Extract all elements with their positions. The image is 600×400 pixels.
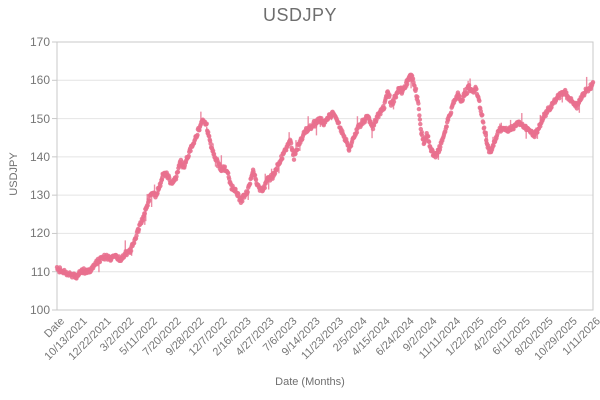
y-tick-label: 100 [29, 303, 50, 317]
chart-title: USDJPY [262, 5, 337, 25]
y-axis-title: USDJPY [8, 152, 20, 196]
y-tick-label: 160 [29, 73, 50, 88]
y-tick-label: 130 [29, 188, 50, 203]
y-tick-label: 110 [30, 264, 50, 279]
y-tick-label: 150 [29, 111, 50, 126]
y-tick-label: 170 [29, 35, 50, 49]
y-tick-label: 120 [29, 226, 50, 241]
y-tick-label: 140 [29, 149, 50, 164]
x-axis-title: Date (Months) [275, 376, 345, 388]
